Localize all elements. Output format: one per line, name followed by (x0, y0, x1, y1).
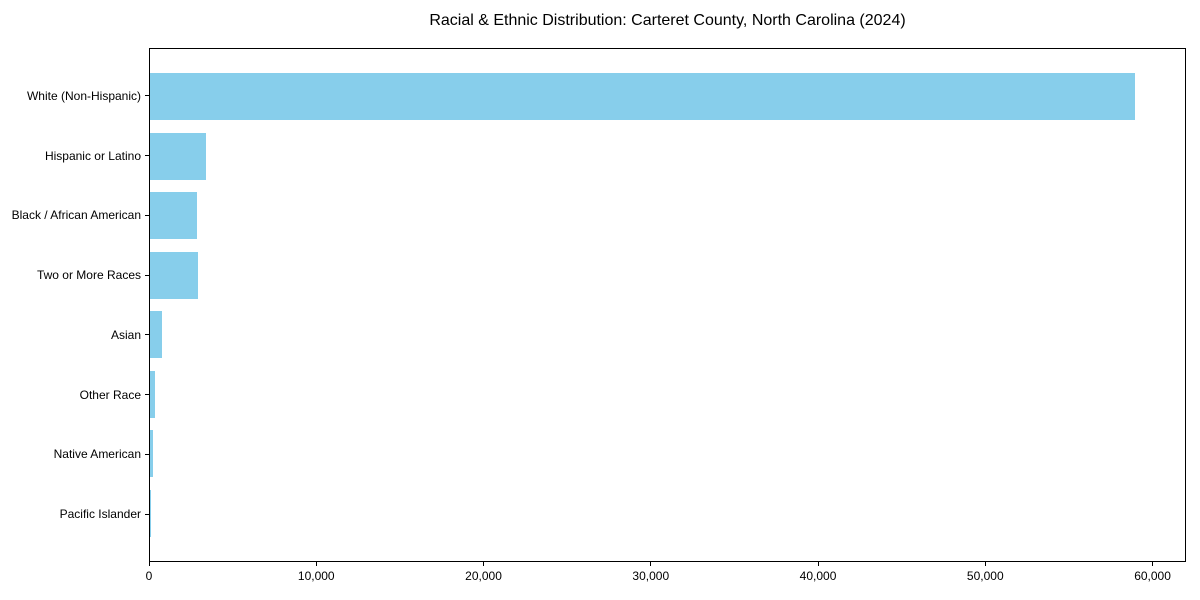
y-tick-mark (145, 453, 149, 455)
bar-other-race (150, 370, 155, 418)
x-tick-label: 60,000 (1134, 569, 1171, 583)
bar-row-two-or-more-races (150, 246, 1185, 306)
bars (150, 49, 1185, 561)
y-tick-label-pacific-islander: Pacific Islander (59, 507, 141, 522)
x-tick-label: 40,000 (799, 569, 837, 583)
y-tick-mark (145, 513, 149, 515)
y-tick-mark (145, 394, 149, 396)
y-label-row-white-non-hispanic: White (Non-Hispanic) (0, 66, 149, 126)
bar-black-african-american (150, 192, 197, 240)
bar-row-black-african-american (150, 186, 1185, 246)
bar-two-or-more-races (150, 251, 198, 299)
bar-hispanic-or-latino (150, 132, 206, 180)
y-tick-mark (145, 95, 149, 97)
chart-title: Racial & Ethnic Distribution: Carteret C… (429, 12, 906, 29)
y-tick-label-other-race: Other Race (79, 387, 141, 402)
x-tick-mark (483, 562, 485, 566)
y-label-row-native-american: Native American (0, 425, 149, 485)
x-tick-mark (148, 562, 150, 566)
x-axis: 0 10,000 20,000 30,000 40,000 50,000 60,000 (145, 562, 1186, 592)
x-tick-mark (1152, 562, 1154, 566)
x-tick-mark (817, 562, 819, 566)
y-tick-label-two-or-more-races: Two or More Races (36, 268, 141, 283)
bar-pacific-islander (150, 489, 151, 537)
bar-row-asian (150, 305, 1185, 365)
y-label-row-pacific-islander: Pacific Islander (0, 484, 149, 544)
y-label-row-hispanic-or-latino: Hispanic or Latino (0, 126, 149, 186)
y-label-row-other-race: Other Race (0, 365, 149, 425)
y-tick-label-asian: Asian (110, 327, 141, 342)
bar-white-non-hispanic (150, 73, 1135, 121)
bar-row-pacific-islander (150, 484, 1185, 544)
y-tick-label-black-african-american: Black / African American (11, 208, 141, 223)
x-tick-label: 30,000 (632, 569, 670, 583)
y-axis-labels: White (Non-Hispanic) Hispanic or Latino Bl… (0, 48, 149, 562)
bar-row-other-race (150, 365, 1185, 425)
x-tick-label: 0 (145, 569, 153, 583)
bar-row-white-non-hispanic (150, 67, 1185, 127)
bar-row-hispanic-or-latino (150, 127, 1185, 187)
bar-native-american (150, 430, 153, 478)
y-tick-mark (145, 214, 149, 216)
y-tick-mark (145, 274, 149, 276)
bar-asian (150, 311, 163, 359)
x-tick-mark (315, 562, 317, 566)
y-tick-label-native-american: Native American (53, 447, 141, 462)
y-tick-mark (145, 155, 149, 157)
x-tick-mark (984, 562, 986, 566)
x-tick-mark (650, 562, 652, 566)
y-tick-label-hispanic-or-latino: Hispanic or Latino (44, 148, 141, 163)
y-label-row-two-or-more-races: Two or More Races (0, 245, 149, 305)
y-label-row-asian: Asian (0, 305, 149, 365)
x-tick-label: 10,000 (297, 569, 335, 583)
y-tick-mark (145, 334, 149, 336)
plot-area (149, 48, 1186, 562)
x-tick-label: 20,000 (465, 569, 502, 583)
y-label-row-black-african-american: Black / African American (0, 186, 149, 246)
y-tick-label-white-non-hispanic: White (Non-Hispanic) (26, 88, 141, 103)
x-tick-label: 50,000 (966, 569, 1004, 583)
bar-row-native-american (150, 424, 1185, 484)
